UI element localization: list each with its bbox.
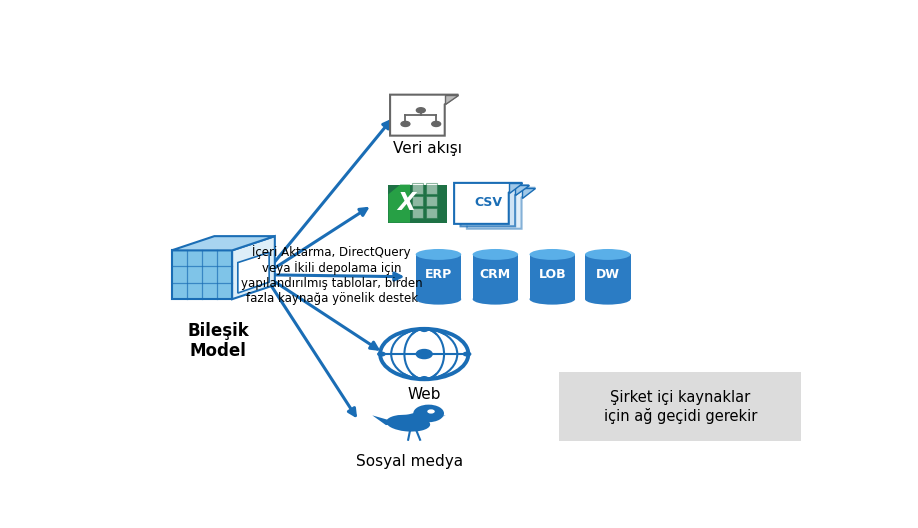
- Circle shape: [417, 108, 425, 113]
- FancyBboxPatch shape: [426, 184, 437, 194]
- Text: ERP: ERP: [425, 268, 452, 281]
- Polygon shape: [461, 185, 529, 227]
- Polygon shape: [390, 95, 458, 136]
- Polygon shape: [585, 254, 631, 299]
- FancyBboxPatch shape: [412, 196, 423, 206]
- Ellipse shape: [585, 249, 631, 260]
- Ellipse shape: [473, 294, 518, 305]
- Polygon shape: [238, 252, 269, 293]
- Ellipse shape: [416, 294, 461, 305]
- FancyBboxPatch shape: [388, 185, 447, 223]
- Text: CRM: CRM: [480, 268, 511, 281]
- Text: Web: Web: [408, 386, 441, 402]
- Circle shape: [380, 329, 468, 379]
- Circle shape: [431, 121, 441, 127]
- Text: Bileşik
Model: Bileşik Model: [187, 322, 249, 360]
- Circle shape: [427, 409, 435, 413]
- Text: Veri akışı: Veri akışı: [393, 140, 463, 156]
- Circle shape: [420, 376, 429, 381]
- Polygon shape: [467, 188, 535, 229]
- Circle shape: [377, 352, 386, 356]
- Ellipse shape: [585, 294, 631, 305]
- Polygon shape: [509, 183, 522, 193]
- Polygon shape: [388, 185, 410, 223]
- Circle shape: [463, 352, 472, 356]
- Polygon shape: [530, 254, 575, 299]
- Polygon shape: [172, 236, 274, 250]
- Circle shape: [420, 327, 429, 332]
- Polygon shape: [435, 415, 446, 418]
- Polygon shape: [521, 188, 535, 197]
- Text: LOB: LOB: [539, 268, 566, 281]
- Polygon shape: [373, 416, 399, 425]
- Circle shape: [401, 121, 410, 127]
- Polygon shape: [232, 236, 274, 299]
- Polygon shape: [473, 254, 518, 299]
- Circle shape: [413, 404, 444, 422]
- Circle shape: [416, 350, 432, 359]
- FancyBboxPatch shape: [559, 372, 801, 441]
- Ellipse shape: [386, 414, 431, 431]
- FancyBboxPatch shape: [412, 208, 423, 218]
- FancyBboxPatch shape: [426, 196, 437, 206]
- Ellipse shape: [473, 249, 518, 260]
- Text: Şirket içi kaynaklar
için ağ geçidi gerekir: Şirket içi kaynaklar için ağ geçidi gere…: [604, 390, 757, 423]
- Text: İçeri Aktarma, DirectQuery
veya İkili depolama için
yapılandırılmış tablolar, bi: İçeri Aktarma, DirectQuery veya İkili de…: [241, 244, 422, 305]
- Polygon shape: [389, 411, 420, 425]
- Text: Sosyal medya: Sosyal medya: [356, 454, 464, 469]
- Polygon shape: [444, 95, 458, 105]
- Text: X: X: [397, 191, 415, 214]
- Ellipse shape: [530, 294, 575, 305]
- Ellipse shape: [530, 249, 575, 260]
- Polygon shape: [515, 185, 529, 195]
- Polygon shape: [416, 254, 461, 299]
- FancyBboxPatch shape: [412, 184, 423, 194]
- FancyBboxPatch shape: [426, 208, 437, 218]
- Ellipse shape: [416, 249, 461, 260]
- Polygon shape: [454, 183, 522, 224]
- Text: CSV: CSV: [475, 196, 502, 209]
- Polygon shape: [172, 250, 232, 299]
- Text: DW: DW: [596, 268, 620, 281]
